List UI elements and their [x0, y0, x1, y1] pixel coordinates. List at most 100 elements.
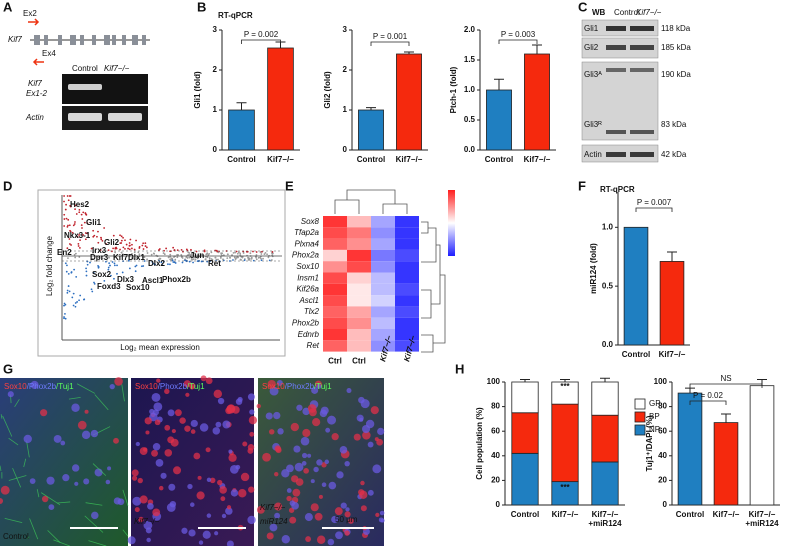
heatmap-cell: [395, 249, 419, 262]
micrograph-cell: [171, 429, 176, 434]
stain-part: /Phox2b: [158, 382, 188, 391]
ma-point-texture: [243, 259, 246, 262]
dendrogram: [421, 221, 446, 353]
micrograph-cell: [214, 531, 219, 536]
ma-point-texture: [239, 254, 242, 256]
legend-swatch: [634, 398, 646, 410]
lane-label: Kif7−/−: [104, 64, 130, 73]
x-tick-label: Control: [511, 510, 539, 519]
ma-point-texture: [84, 232, 87, 234]
micrograph-cell: [344, 530, 350, 536]
micrograph-cell: [360, 480, 365, 486]
bar-segment: [591, 414, 619, 463]
x-tick-label: +miR124: [588, 519, 622, 528]
micrograph-cell: [379, 510, 385, 516]
ma-point-texture: [63, 195, 65, 197]
ma-point-texture: [173, 256, 175, 259]
micrograph-fiber: [121, 384, 125, 402]
micrograph-cell: [84, 409, 89, 414]
ma-point-texture: [67, 224, 69, 227]
micrograph-cell: [316, 383, 322, 389]
ma-point-texture: [84, 238, 87, 241]
ma-point-texture: [182, 250, 184, 253]
micrograph: [0, 378, 128, 546]
micrograph-fiber: [0, 414, 3, 419]
micrograph-cell: [312, 418, 321, 427]
ma-point-texture: [171, 257, 174, 260]
ma-point-texture: [112, 247, 115, 250]
micrograph-cell: [219, 486, 227, 494]
ma-point-texture: [70, 244, 72, 246]
y-tick-label: 0.5: [464, 115, 476, 124]
ma-point-texture: [83, 221, 86, 224]
bar: [749, 385, 775, 506]
micrograph-fiber: [94, 394, 109, 411]
micrograph-cell: [325, 427, 331, 433]
micrograph-cell: [226, 540, 234, 546]
ma-point-texture: [100, 236, 102, 239]
heatmap-cell: [395, 283, 419, 296]
error-bar: [685, 387, 695, 394]
row-label: Ascl1: [298, 296, 319, 305]
micrograph-cell: [213, 389, 223, 399]
gene-label: Jun: [190, 251, 204, 260]
micrograph-cell: [314, 512, 323, 521]
micrograph-cell: [197, 475, 202, 480]
primer-arrow: [32, 58, 44, 66]
x-tick-label: Kif7−/−: [552, 510, 579, 519]
annotation: ***: [560, 382, 570, 391]
micrograph-cell: [164, 388, 170, 395]
ma-point-texture: [199, 253, 202, 255]
micrograph-cell: [190, 502, 195, 507]
error-bar: [532, 44, 542, 54]
micrograph-cell: [300, 436, 310, 446]
gene-name: Kif7: [8, 35, 22, 44]
ma-point-texture: [101, 239, 104, 242]
ma-point-texture: [131, 243, 133, 246]
micrograph-cell: [372, 464, 382, 474]
ma-point-texture: [129, 238, 132, 241]
micrograph-cell: [23, 434, 32, 444]
micrograph-cell: [268, 429, 275, 435]
ma-point-texture: [128, 242, 131, 244]
ma-point-texture: [127, 259, 130, 262]
legend-swatch: [634, 411, 646, 423]
ma-point-texture: [119, 248, 121, 251]
row-label: Sox8: [301, 217, 320, 226]
micrograph-cell: [327, 415, 337, 425]
micrograph-label: Control: [3, 532, 29, 541]
ma-point-texture: [259, 256, 262, 259]
y-tick-label: 40: [658, 451, 667, 460]
micrograph-cell: [380, 518, 385, 523]
exon: [80, 35, 84, 45]
micrograph-cell: [226, 505, 232, 510]
micrograph-fiber: [26, 536, 30, 539]
ma-point-texture: [215, 258, 218, 261]
gene-label: Phox2b: [162, 275, 191, 284]
heatmap-cell: [395, 340, 419, 352]
heatmap-cell: [371, 249, 395, 262]
y-tick-label: 0: [213, 145, 218, 154]
error-bar: [721, 413, 731, 423]
ma-point-texture: [270, 259, 273, 261]
ma-point-texture: [124, 247, 126, 250]
ma-point-texture: [188, 256, 191, 259]
ma-point-texture: [114, 251, 117, 254]
ma-point-texture: [80, 213, 83, 216]
ma-point-texture: [232, 251, 235, 254]
micrograph-cell: [53, 435, 62, 443]
micrograph-cell: [247, 447, 254, 454]
annotation: P = 0.002: [244, 30, 279, 39]
micrograph-fiber: [53, 539, 70, 546]
ma-point-texture: [67, 273, 70, 275]
gene-label: Ret: [208, 259, 221, 268]
ma-point-texture: [74, 208, 76, 211]
ma-point-texture: [163, 253, 166, 256]
ma-point-texture: [144, 242, 147, 245]
ma-point-texture: [158, 249, 160, 251]
micrograph-cell: [289, 500, 296, 506]
blot-band: [606, 152, 626, 157]
micrograph-cell: [316, 459, 323, 466]
micrograph-fiber: [57, 501, 71, 504]
micrograph-cell: [240, 472, 250, 482]
